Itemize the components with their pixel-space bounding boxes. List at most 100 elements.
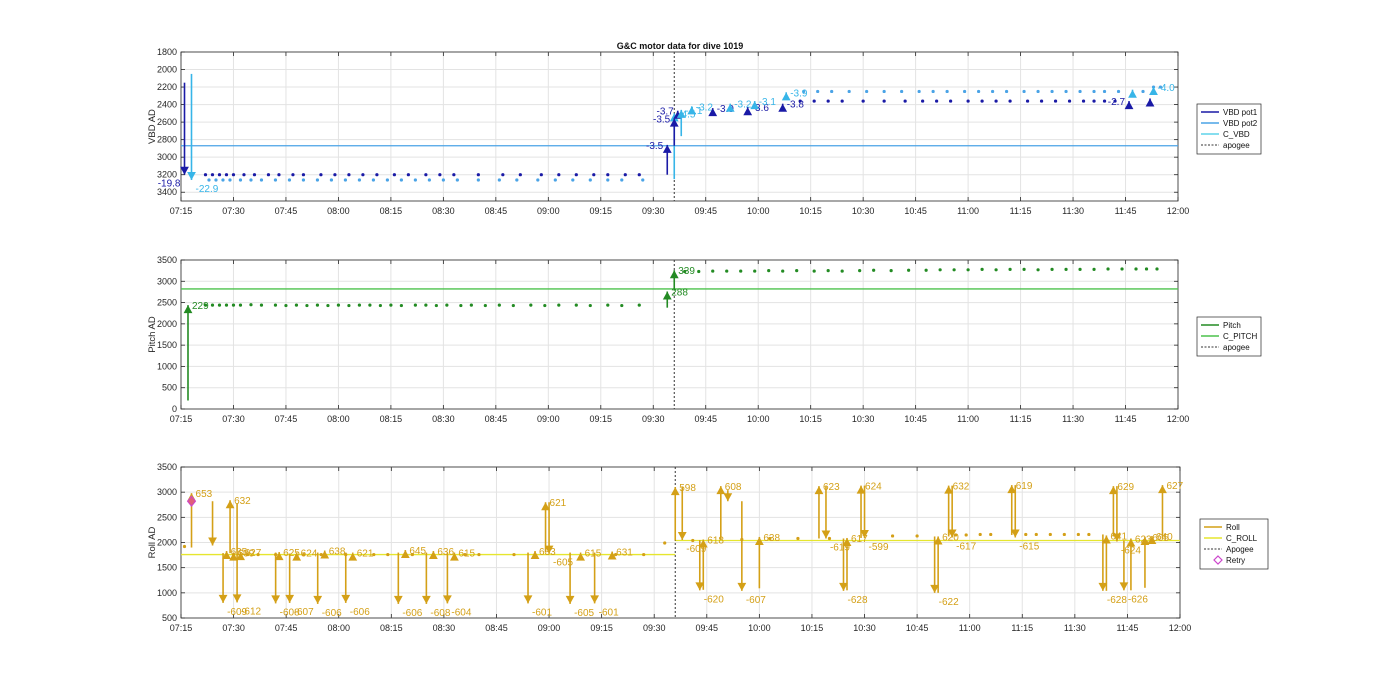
data-point — [1087, 532, 1091, 537]
move-arrow-head — [708, 108, 718, 117]
move-arrow-head — [725, 103, 735, 112]
x-tick-label: 09:30 — [642, 414, 665, 424]
data-point — [980, 99, 984, 103]
data-point — [1134, 267, 1138, 271]
data-point — [413, 303, 417, 307]
move-arrow-head — [232, 594, 242, 603]
move-arrow-head — [218, 594, 228, 603]
data-point — [917, 89, 921, 94]
move-label: -3.8 — [787, 100, 805, 111]
retry-marker — [186, 495, 197, 508]
x-tick-label: 08:30 — [432, 206, 455, 216]
data-point — [512, 552, 516, 557]
data-point — [459, 303, 463, 308]
data-point — [231, 303, 236, 307]
data-point — [812, 269, 816, 273]
plot-frame — [180, 51, 1179, 202]
move-label: -4.0 — [1158, 83, 1176, 94]
data-point — [1067, 99, 1072, 103]
data-point — [1036, 268, 1040, 272]
move-label: -628 — [847, 595, 867, 606]
data-point — [812, 99, 816, 103]
data-point — [574, 173, 578, 177]
data-point — [343, 178, 348, 182]
move-arrow-head — [1112, 533, 1122, 542]
data-point — [847, 89, 851, 94]
move-arrow-head — [677, 531, 687, 540]
move-label: 629 — [1117, 482, 1134, 493]
move-label: 632 — [953, 482, 970, 493]
panel-1: 07:15 07:30 07:45 08:00 08:15 08:30 08:45 09:00… — [147, 47, 1262, 216]
data-point — [424, 303, 428, 307]
move-label: -609 — [686, 544, 706, 555]
move-label: -3.9 — [790, 88, 808, 99]
move-arrow-head — [313, 595, 323, 604]
move-arrow-head — [856, 485, 866, 494]
data-point — [606, 303, 610, 307]
data-point — [830, 89, 834, 94]
data-point — [739, 269, 743, 273]
move-label: 288 — [671, 288, 688, 299]
y-tick-label: 2000 — [157, 319, 177, 329]
move-arrow-head — [421, 595, 431, 604]
y-tick-label: 2600 — [157, 117, 177, 127]
y-tick-label: 1000 — [157, 588, 177, 598]
data-point — [501, 173, 505, 177]
move-arrow-head — [607, 551, 617, 560]
move-label: -606 — [322, 608, 342, 619]
x-tick-label: 10:45 — [904, 414, 927, 424]
move-label: 640 — [1156, 532, 1173, 543]
data-point — [637, 303, 641, 307]
y-tick-label: 3000 — [157, 276, 177, 286]
plot-area — [181, 260, 1178, 409]
data-point — [963, 89, 967, 94]
data-point — [1008, 267, 1012, 271]
move-label: 598 — [679, 483, 696, 494]
move-arrow-head — [1101, 535, 1111, 544]
move-arrow-head — [1109, 486, 1118, 495]
data-point — [399, 178, 403, 182]
y-tick-label: 2000 — [157, 538, 177, 548]
move-arrow-head — [1010, 529, 1020, 538]
x-tick-label: 08:00 — [327, 206, 350, 216]
data-point — [1025, 99, 1030, 103]
data-point — [302, 552, 306, 557]
move-label: -4.5 — [678, 109, 696, 120]
move-arrow-head — [723, 493, 733, 502]
data-point — [637, 173, 641, 177]
data-point — [915, 534, 919, 538]
x-tick-label: 09:00 — [537, 414, 560, 424]
data-point — [483, 303, 487, 308]
data-point — [826, 99, 830, 103]
y-axis-label: VBD AD — [147, 109, 158, 144]
move-arrow-head — [450, 552, 459, 561]
data-point — [266, 173, 271, 177]
data-point — [907, 268, 911, 272]
data-point — [840, 269, 844, 273]
move-label: -22.9 — [195, 184, 218, 195]
legend-swatch — [1213, 555, 1223, 565]
data-point — [642, 552, 646, 557]
y-tick-label: 3000 — [157, 487, 177, 497]
data-point — [1034, 532, 1038, 537]
data-point — [378, 303, 382, 308]
legend-label: Retry — [1226, 556, 1245, 565]
legend-label: Apogee — [1226, 545, 1254, 554]
move-arrow-head — [698, 539, 708, 548]
data-point — [1141, 89, 1145, 94]
data-point — [336, 303, 341, 307]
move-label: -3.9 — [717, 104, 735, 115]
data-point — [781, 269, 785, 273]
data-point — [1092, 99, 1096, 103]
legend-label: Pitch — [1223, 321, 1241, 330]
data-point — [1144, 267, 1149, 271]
move-arrow-head — [743, 107, 753, 116]
data-point — [691, 538, 695, 543]
move-label: -3.6 — [752, 103, 770, 114]
move-label: 617 — [851, 534, 868, 545]
move-arrow-head — [669, 118, 679, 127]
data-point — [1053, 99, 1058, 103]
move-arrow-head — [821, 530, 831, 539]
